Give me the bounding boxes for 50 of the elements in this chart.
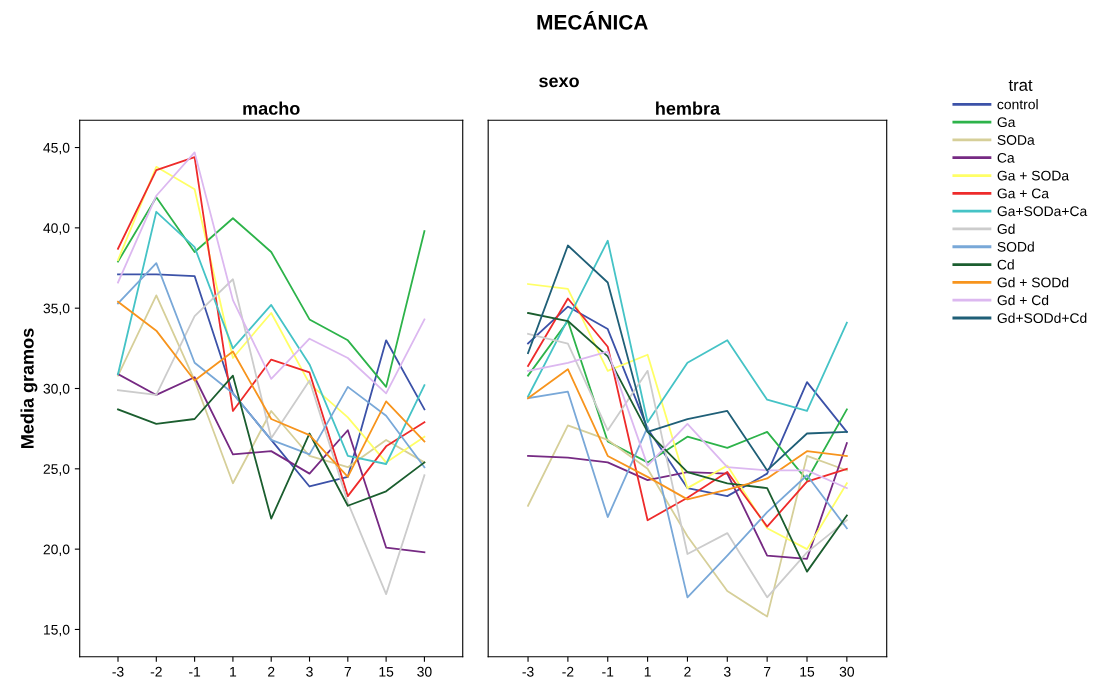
x-tick-label: -2 [562, 666, 574, 677]
x-tick-label: -2 [150, 666, 162, 677]
x-tick-label: -3 [112, 666, 124, 677]
x-tick-label: 2 [268, 666, 275, 677]
x-tick-label: 3 [306, 666, 313, 677]
x-tick-label: 30 [417, 666, 432, 677]
x-tick-label: 15 [800, 667, 815, 677]
x-tick-label: 7 [764, 667, 771, 677]
legend-title: trat [1008, 79, 1033, 91]
y-tick-label: 40,0 [43, 223, 70, 235]
x-tick-label: 2 [684, 666, 691, 677]
legend-label: control [997, 99, 1038, 110]
legend-label: Gd + Cd [997, 294, 1049, 306]
x-tick-label: 15 [379, 667, 394, 677]
x-tick-label: -1 [602, 667, 614, 677]
legend-label: Cd [997, 259, 1014, 270]
text: sexo [539, 77, 579, 88]
y-tick-label: 30,0 [43, 383, 70, 396]
legend-label: SODd [997, 241, 1034, 252]
chart-title: hembra [656, 101, 721, 115]
legend-label: Ga+SODa+Ca [997, 206, 1088, 217]
y-tick-label: 45,0 [43, 142, 70, 155]
line-series [117, 373, 426, 554]
x-tick-label: 30 [839, 666, 855, 677]
x-tick-label: 1 [644, 667, 651, 677]
line-series [117, 374, 426, 520]
text: MECÁNICA [537, 10, 648, 30]
legend-label: Ca [997, 152, 1015, 163]
legend-label: Ga + SODa [997, 170, 1070, 181]
legend-label: Ga + Ca [997, 188, 1050, 199]
chart-title: macho [243, 101, 300, 115]
line-series [117, 278, 426, 596]
y-tick-label: 20,0 [43, 544, 70, 556]
legend-label: Gd + SODd [997, 277, 1069, 288]
x-tick-label: -3 [522, 666, 534, 677]
y-tick-label: 35,0 [43, 303, 70, 315]
legend-label: Gd [997, 223, 1015, 234]
line-series [117, 196, 426, 388]
legend-label: Ga [997, 117, 1016, 128]
x-tick-label: 7 [344, 667, 351, 677]
x-tick-label: 3 [723, 666, 731, 677]
x-tick-label: 1 [230, 667, 237, 677]
x-tick-label: -1 [189, 667, 201, 677]
line-series [117, 151, 426, 395]
y-axis-title: Media gramos [20, 328, 38, 448]
y-tick-label: 25,0 [43, 464, 70, 476]
legend-label: SODa [997, 135, 1035, 145]
line-series [117, 210, 426, 465]
y-tick-label: 15,0 [44, 624, 70, 637]
legend-label: Gd+SODd+Cd [997, 312, 1087, 323]
